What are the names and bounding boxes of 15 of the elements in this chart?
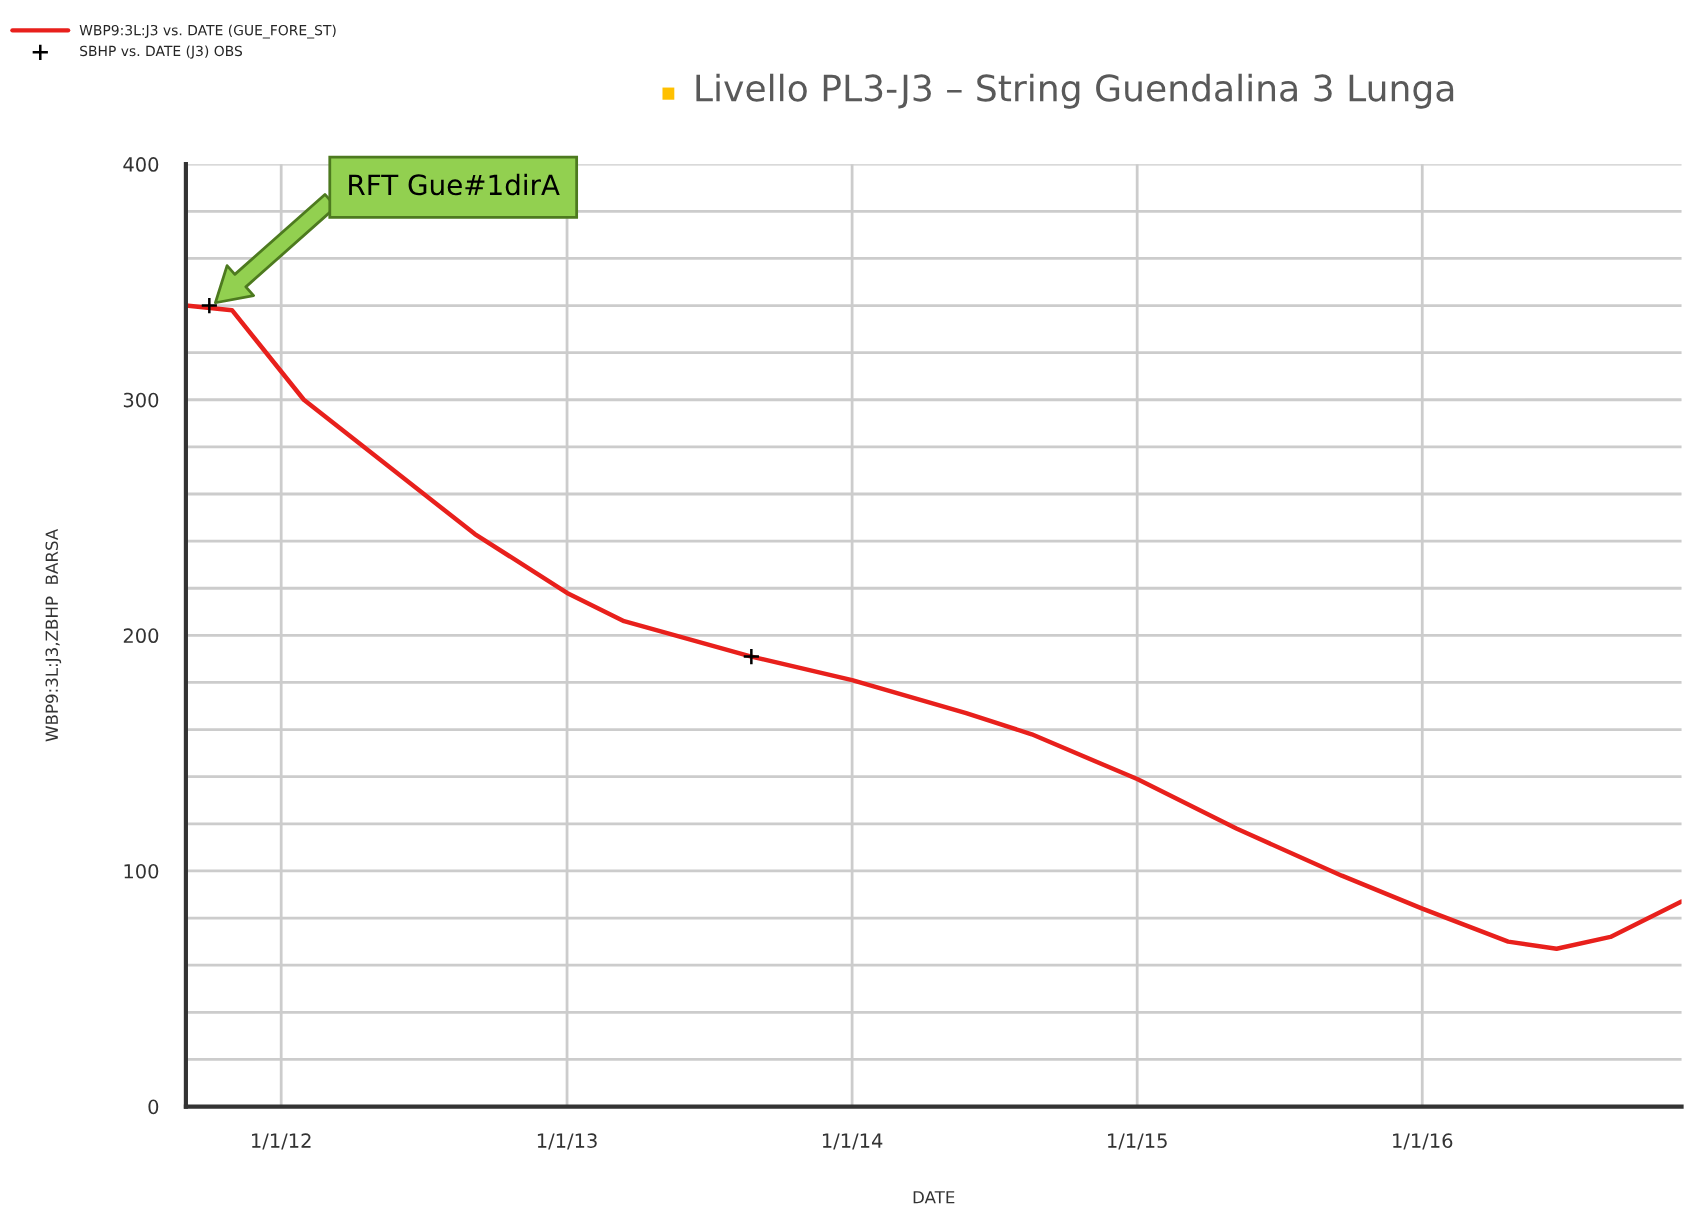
x-tick-label: 1/1/16 — [1393, 1133, 1453, 1150]
x-tick-label: 1/1/14 — [822, 1133, 883, 1150]
x-tick-label: 1/1/12 — [252, 1133, 311, 1150]
line-series — [185, 303, 1682, 951]
y-axis-title: WBP9:3L:J3,ZBHP BARSA — [45, 528, 62, 742]
chart-title: Livello PL3-J3 – String Guendalina 3 Lunga — [696, 73, 1454, 109]
y-tick-label: 100 — [124, 863, 159, 879]
x-tick-label: 1/1/15 — [1108, 1133, 1167, 1150]
annotation: RFT Gue#1dirA — [349, 173, 560, 196]
y-tick-label: 400 — [123, 157, 159, 172]
x-axis-title: DATE — [913, 1191, 955, 1204]
y-tick-label: 300 — [123, 392, 159, 408]
x-tick-label: 1/1/13 — [537, 1133, 597, 1150]
y-tick-label: 200 — [123, 628, 159, 644]
y-tick-label: 0 — [148, 1099, 159, 1115]
